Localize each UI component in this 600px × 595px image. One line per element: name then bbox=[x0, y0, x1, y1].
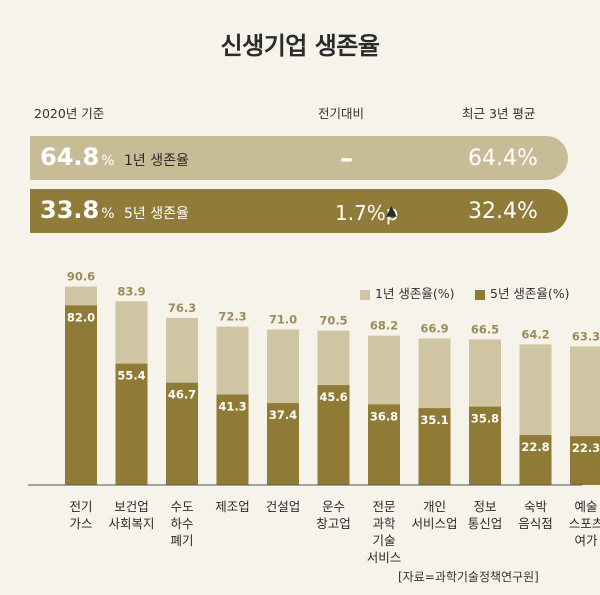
avg-header: 최근 3년 평균 bbox=[462, 106, 536, 121]
source-note: [자료=과학기술정책연구원] bbox=[398, 570, 539, 584]
bar-five-year bbox=[216, 394, 249, 485]
legend-five-year: 5년 생존율(%) bbox=[475, 283, 570, 302]
five-year-value: 33.8% bbox=[40, 196, 115, 224]
diff-header: 전기대비 bbox=[318, 106, 365, 121]
data-label-one-year: 66.5 bbox=[471, 322, 499, 336]
one-year-diff: – bbox=[340, 144, 353, 174]
data-label-five-year: 46.7 bbox=[168, 388, 196, 402]
five-year-avg: 32.4% bbox=[468, 199, 538, 224]
category-label: 제조업 bbox=[215, 499, 250, 514]
bar-five-year bbox=[469, 406, 501, 485]
one-year-label: 1년 생존율 bbox=[124, 153, 189, 169]
data-label-one-year: 68.2 bbox=[370, 319, 398, 333]
bar-five-year bbox=[317, 385, 350, 485]
data-label-five-year: 41.3 bbox=[218, 400, 246, 414]
data-label-one-year: 71.0 bbox=[269, 313, 297, 327]
up-arrow-icon: ▲ bbox=[386, 203, 397, 219]
data-label-one-year: 70.5 bbox=[319, 314, 347, 328]
bar-five-year bbox=[570, 436, 600, 485]
bar-five-year bbox=[368, 404, 400, 485]
category-label: 운수 창고업 bbox=[316, 499, 351, 531]
category-label: 숙박 음식점 bbox=[518, 499, 553, 531]
data-label-five-year: 22.3 bbox=[572, 441, 600, 455]
data-label-one-year: 72.3 bbox=[218, 310, 246, 324]
summary-one-year: 64.8% 1년 생존율 – 64.4% bbox=[30, 136, 568, 180]
data-label-five-year: 35.1 bbox=[420, 413, 448, 427]
category-label: 건설업 bbox=[265, 499, 301, 514]
legend-swatch-five-year bbox=[475, 289, 485, 300]
chart-title: 신생기업 생존율 bbox=[220, 32, 380, 60]
category-label: 개인 서비스업 bbox=[411, 499, 458, 531]
base-year-label: 2020년 기준 bbox=[34, 106, 105, 121]
category-label: 수도 하수 폐기 bbox=[170, 499, 194, 548]
five-year-diff: 1.7%p bbox=[335, 201, 399, 225]
legend-one-year: 1년 생존율(%) bbox=[360, 283, 455, 302]
category-label: 전기 가스 bbox=[69, 499, 93, 531]
one-year-avg: 64.4% bbox=[468, 146, 538, 171]
data-label-five-year: 36.8 bbox=[370, 409, 398, 423]
data-label-five-year: 22.8 bbox=[521, 440, 549, 454]
bar-five-year bbox=[65, 305, 97, 485]
data-label-one-year: 63.3 bbox=[572, 329, 600, 343]
data-label-one-year: 83.9 bbox=[117, 284, 145, 298]
five-year-label: 5년 생존율 bbox=[124, 206, 189, 222]
bar-five-year bbox=[166, 382, 198, 485]
one-year-value: 64.8% bbox=[40, 143, 115, 171]
data-label-one-year: 64.2 bbox=[521, 327, 549, 341]
summary-five-year: 33.8% 5년 생존율 1.7%p ▲ 32.4% bbox=[30, 189, 568, 233]
data-label-five-year: 82.0 bbox=[67, 310, 95, 324]
bar-five-year bbox=[115, 363, 148, 485]
data-label-one-year: 76.3 bbox=[168, 301, 196, 315]
category-label: 정보 통신업 bbox=[467, 499, 503, 531]
data-label-five-year: 45.6 bbox=[319, 390, 347, 404]
category-label: 예술 스포츠 여가 bbox=[568, 499, 600, 548]
bar-five-year bbox=[267, 403, 299, 485]
data-label-five-year: 37.4 bbox=[269, 408, 297, 422]
legend-swatch-one-year bbox=[360, 289, 370, 300]
category-label: 전문 과학 기술 서비스 bbox=[366, 499, 402, 565]
data-label-five-year: 55.4 bbox=[117, 369, 145, 383]
bar-five-year bbox=[519, 435, 552, 485]
data-label-one-year: 66.9 bbox=[420, 321, 448, 335]
data-label-five-year: 35.8 bbox=[471, 412, 499, 426]
category-label: 보건업 사회복지 bbox=[108, 499, 155, 531]
data-label-one-year: 90.6 bbox=[67, 270, 95, 284]
bar-five-year bbox=[418, 408, 451, 485]
